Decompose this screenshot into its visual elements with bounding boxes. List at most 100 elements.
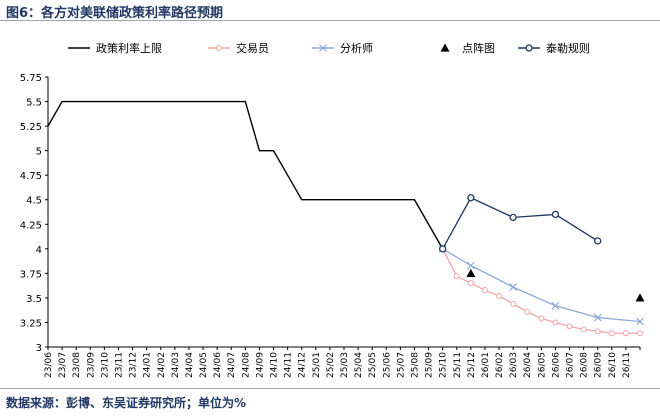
x-tick-label-4: 23/10 [100, 352, 110, 378]
x-tick-label-23: 25/05 [368, 352, 378, 378]
series-2-point-2 [509, 283, 518, 292]
x-tick-label-26: 25/08 [410, 352, 420, 378]
legend-item-0: 政策利率上限 [68, 41, 162, 55]
x-tick-label-32: 26/02 [495, 352, 505, 378]
x-tick-label-20: 25/02 [326, 352, 336, 378]
x-tick-label-5: 23/11 [114, 352, 124, 378]
series-1-point-2 [467, 280, 474, 287]
x-tick-label-8: 24/02 [157, 352, 167, 378]
y-tick-label-6: 4.5 [26, 196, 42, 207]
series-1-point-14 [637, 330, 643, 337]
x-tick-label-7: 24/01 [143, 352, 153, 378]
x-tick-label-30: 25/12 [467, 352, 477, 378]
series-1-point-3 [481, 287, 488, 294]
series-3 [466, 268, 645, 302]
series-1-point-10 [580, 326, 587, 333]
x-tick-label-14: 24/08 [241, 352, 251, 378]
x-tick-label-22: 25/04 [354, 352, 364, 378]
x-tick-label-16: 24/10 [270, 352, 280, 378]
series-1-point-5 [510, 300, 517, 307]
y-tick-label-4: 4 [36, 245, 42, 256]
x-tick-label-2: 23/08 [72, 352, 82, 378]
legend-marker-4 [525, 44, 533, 52]
x-tick-label-38: 26/08 [580, 352, 590, 378]
series-1-point-8 [552, 319, 559, 326]
y-tick-label-1: 3.25 [20, 318, 42, 329]
legend-label-3: 点阵图 [462, 41, 495, 55]
legend-item-2: 分析师 [312, 41, 373, 55]
x-tick-label-3: 23/09 [86, 352, 96, 378]
x-tick-label-24: 25/06 [382, 352, 392, 378]
series-3-point-1 [635, 293, 645, 302]
series-4-point-4 [594, 237, 602, 245]
x-tick-label-17: 24/11 [284, 352, 294, 378]
x-tick-label-31: 26/01 [481, 352, 491, 378]
y-tick-label-3: 3.75 [20, 269, 42, 280]
x-tick-label-18: 24/12 [298, 352, 308, 378]
series-2-point-4 [593, 313, 602, 322]
series-2-point-1 [466, 261, 475, 270]
x-tick-label-21: 25/03 [340, 352, 350, 378]
y-tick-label-7: 4.75 [20, 171, 42, 182]
series-1-point-11 [594, 328, 601, 335]
y-tick-label-9: 5.25 [20, 122, 42, 133]
series-4-point-2 [509, 213, 517, 222]
series-4-point-0 [439, 245, 447, 253]
series-3-point-0 [466, 268, 476, 277]
x-tick-label-15: 24/09 [255, 352, 265, 378]
series-1-point-12 [608, 330, 615, 337]
x-tick-label-39: 26/09 [594, 352, 604, 378]
x-tick-label-33: 26/03 [509, 352, 519, 378]
y-tick-label-5: 4.25 [20, 220, 42, 231]
legend-marker-3 [440, 43, 450, 52]
x-tick-label-6: 23/12 [129, 352, 139, 378]
series-1-point-13 [622, 330, 629, 337]
x-tick-label-40: 26/10 [608, 352, 618, 378]
series-2-point-3 [551, 301, 560, 310]
legend-label-1: 交易员 [236, 41, 269, 55]
series-1-point-9 [566, 323, 573, 330]
legend-marker-2 [319, 44, 327, 52]
series-4 [439, 194, 602, 253]
x-tick-label-34: 26/04 [523, 352, 533, 378]
footer-divider [0, 388, 660, 389]
x-tick-label-25: 25/07 [396, 352, 406, 378]
y-tick-label-2: 3.5 [26, 294, 42, 305]
series-4-point-1 [467, 194, 475, 202]
figure-title: 图6：各方对美联储政策利率路径预期 [6, 6, 224, 21]
x-tick-label-41: 26/11 [622, 352, 632, 378]
x-tick-label-28: 25/10 [439, 352, 449, 378]
x-tick-label-19: 25/01 [312, 352, 322, 378]
y-tick-label-10: 5.5 [26, 98, 42, 109]
legend-label-4: 泰勒规则 [546, 41, 590, 55]
title-bar: 图6：各方对美联储政策利率路径预期 [0, 0, 660, 21]
x-tick-label-13: 24/07 [227, 352, 237, 378]
source-note: 数据来源：彭博、东吴证券研究所；单位为% [6, 396, 247, 410]
series-2-point-5 [636, 317, 644, 326]
y-tick-label-0: 3 [36, 343, 42, 354]
x-tick-label-9: 24/03 [171, 352, 181, 378]
series-0 [47, 100, 444, 250]
series-1 [439, 245, 643, 337]
legend-label-0: 政策利率上限 [96, 41, 162, 55]
series-2 [438, 244, 644, 326]
legend-label-2: 分析师 [340, 41, 373, 55]
legend-item-4: 泰勒规则 [518, 41, 590, 55]
x-tick-label-10: 24/04 [185, 352, 195, 378]
legend-marker-1 [216, 45, 222, 51]
x-tick-label-35: 26/05 [537, 352, 547, 378]
line-chart: 3 3.25 3.5 3.75 4 4.25 4.5 4.75 5 5.25 5.5 5.75 23/0… [20, 41, 645, 378]
y-tick-label-11: 5.75 [20, 73, 42, 84]
series-0-line [47, 100, 444, 250]
x-tick-label-36: 26/06 [551, 352, 561, 378]
series-4-line [442, 196, 599, 250]
x-tick-label-37: 26/07 [566, 352, 576, 378]
x-tick-label-29: 25/11 [453, 352, 463, 378]
legend-item-3: 点阵图 [440, 41, 495, 55]
series-2-line [442, 248, 641, 323]
series-1-point-6 [524, 308, 531, 315]
x-tick-label-1: 23/07 [58, 352, 68, 378]
x-tick-label-0: 23/06 [44, 352, 54, 378]
legend-item-1: 交易员 [208, 41, 269, 55]
